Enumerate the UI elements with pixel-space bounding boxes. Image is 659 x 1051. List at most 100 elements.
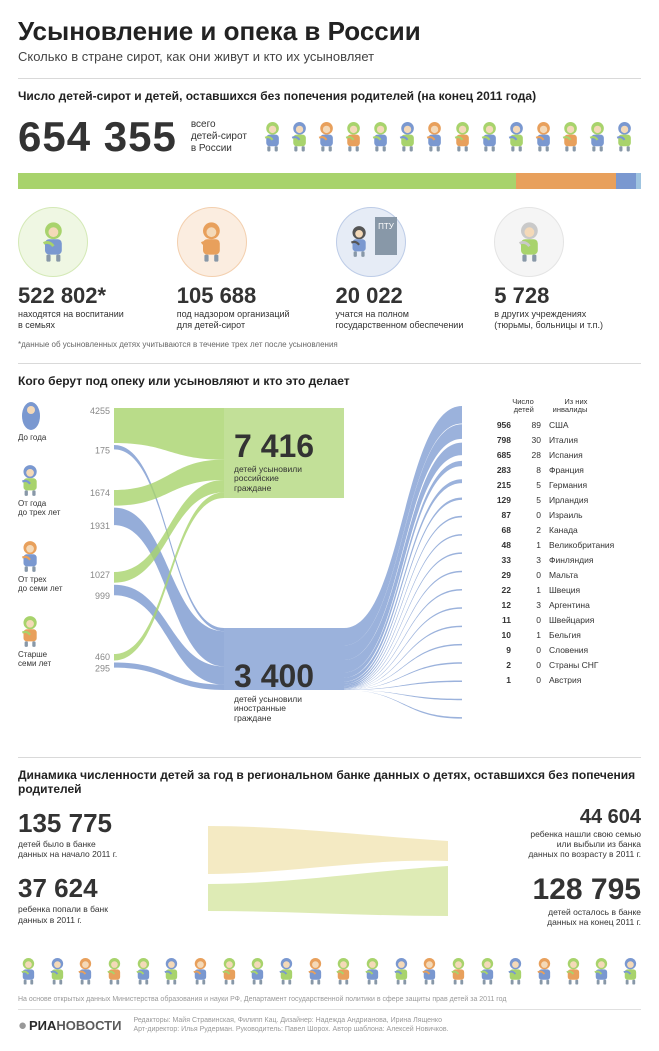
country-name: Бельгия bbox=[541, 630, 641, 640]
country-name: Аргентина bbox=[541, 600, 641, 610]
child-icon bbox=[18, 464, 42, 497]
svg-text:175: 175 bbox=[95, 445, 110, 455]
child-icon bbox=[18, 540, 42, 573]
country-name: Франция bbox=[541, 465, 641, 475]
hdr-disabled: Из них инвалиды bbox=[535, 398, 588, 415]
country-row: 9 0 Словения bbox=[481, 645, 641, 655]
callout-number: 105 688 bbox=[177, 283, 324, 309]
country-row: 11 0 Швейцария bbox=[481, 615, 641, 625]
country-row: 29 0 Мальта bbox=[481, 570, 641, 580]
country-row: 956 89 США bbox=[481, 420, 641, 430]
callout-desc: учатся на полном государственном обеспеч… bbox=[336, 309, 476, 332]
svg-text:4255: 4255 bbox=[90, 406, 110, 416]
svg-text:1674: 1674 bbox=[90, 488, 110, 498]
country-disabled: 3 bbox=[511, 600, 541, 610]
country-disabled: 30 bbox=[511, 435, 541, 445]
country-count: 2 bbox=[481, 660, 511, 670]
country-count: 283 bbox=[481, 465, 511, 475]
age-icon bbox=[18, 398, 46, 432]
svg-text:1931: 1931 bbox=[90, 521, 110, 531]
child-icon bbox=[532, 121, 555, 153]
svg-text:ПТУ: ПТУ bbox=[378, 222, 395, 231]
country-count: 33 bbox=[481, 555, 511, 565]
bar-segment bbox=[636, 173, 641, 189]
child-icon bbox=[196, 221, 227, 263]
country-count: 956 bbox=[481, 420, 511, 430]
child-icon bbox=[505, 121, 528, 153]
country-count: 685 bbox=[481, 450, 511, 460]
child-icon bbox=[369, 121, 392, 153]
divider bbox=[18, 757, 641, 758]
svg-text:999: 999 bbox=[95, 591, 110, 601]
callout: 5 728 в других учреждениях (тюрьмы, боль… bbox=[494, 207, 641, 332]
country-name: Швеция bbox=[541, 585, 641, 595]
country-count: 798 bbox=[481, 435, 511, 445]
total-label: всего детей-сирот в России bbox=[191, 119, 247, 155]
total-number: 654 355 bbox=[18, 113, 177, 161]
age-group: До года bbox=[18, 398, 78, 443]
country-disabled: 0 bbox=[511, 645, 541, 655]
stat-desc: детей было в банке данных на начало 2011… bbox=[18, 839, 198, 859]
credits-text: Редакторы: Майя Стравинская, Филипп Кац.… bbox=[133, 1016, 448, 1034]
country-count: 29 bbox=[481, 570, 511, 580]
footnote: *данные об усыновленных детях учитываютс… bbox=[18, 340, 641, 349]
country-row: 798 30 Италия bbox=[481, 435, 641, 445]
stat-desc: детей осталось в банке данных на конец 2… bbox=[461, 907, 641, 927]
callout-desc: под надзором организаций для детей-сирот bbox=[177, 309, 317, 332]
country-name: Италия bbox=[541, 435, 641, 445]
country-row: 129 5 Ирландия bbox=[481, 495, 641, 505]
callout: ПТУ 20 022 учатся на полном государствен… bbox=[336, 207, 483, 332]
country-row: 215 5 Германия bbox=[481, 480, 641, 490]
child-icon bbox=[104, 957, 125, 986]
country-row: 685 28 Испания bbox=[481, 450, 641, 460]
callout-circle bbox=[177, 207, 247, 277]
logo-part2: НОВОСТИ bbox=[56, 1018, 121, 1033]
country-name: Канада bbox=[541, 525, 641, 535]
country-name: Швейцария bbox=[541, 615, 641, 625]
foreign-adopt-stat: 3 400 детей усыновили иностранные гражда… bbox=[234, 658, 314, 724]
children-icons-row bbox=[261, 121, 641, 153]
child-icon bbox=[448, 957, 469, 986]
age-label: Старше семи лет bbox=[18, 651, 78, 669]
stat-number: 7 416 bbox=[234, 428, 314, 465]
svg-text:295: 295 bbox=[95, 663, 110, 673]
child-icon bbox=[288, 121, 311, 153]
country-name: Мальта bbox=[541, 570, 641, 580]
age-group: От трех до семи лет bbox=[18, 540, 78, 594]
bar-segment bbox=[516, 173, 617, 189]
country-disabled: 5 bbox=[511, 495, 541, 505]
child-icon bbox=[514, 221, 545, 263]
flow-svg bbox=[208, 816, 448, 926]
child-icon bbox=[351, 226, 365, 257]
country-disabled: 1 bbox=[511, 630, 541, 640]
child-icon bbox=[419, 957, 440, 986]
stat-desc: детей усыновили российские граждане bbox=[234, 465, 314, 494]
callout-circle: ПТУ bbox=[336, 207, 406, 277]
child-icon bbox=[75, 957, 96, 986]
country-count: 129 bbox=[481, 495, 511, 505]
child-icon bbox=[534, 957, 555, 986]
stat-number: 44 604 bbox=[461, 806, 641, 829]
stat-number: 3 400 bbox=[234, 658, 314, 695]
callout-desc: в других учреждениях (тюрьмы, больницы и… bbox=[494, 309, 634, 332]
section2-title: Кого берут под опеку или усыновляют и кт… bbox=[18, 374, 641, 388]
country-disabled: 0 bbox=[511, 675, 541, 685]
stat-number: 135 775 bbox=[18, 808, 198, 839]
callouts-row: 522 802* находятся на воспитании в семья… bbox=[18, 207, 641, 332]
child-icon bbox=[305, 957, 326, 986]
child-icon bbox=[18, 615, 42, 648]
age-group: От года до трех лет bbox=[18, 464, 78, 518]
callout-number: 20 022 bbox=[336, 283, 483, 309]
child-icon bbox=[47, 957, 68, 986]
country-row: 283 8 Франция bbox=[481, 465, 641, 475]
callout-circle bbox=[18, 207, 88, 277]
country-count: 87 bbox=[481, 510, 511, 520]
country-count: 10 bbox=[481, 630, 511, 640]
country-row: 22 1 Швеция bbox=[481, 585, 641, 595]
child-icon bbox=[315, 121, 338, 153]
sankey-area: До года От года до трех лет От трех до с… bbox=[18, 398, 641, 743]
callout: 522 802* находятся на воспитании в семья… bbox=[18, 207, 165, 332]
divider bbox=[18, 363, 641, 364]
country-disabled: 28 bbox=[511, 450, 541, 460]
child-icon bbox=[451, 121, 474, 153]
